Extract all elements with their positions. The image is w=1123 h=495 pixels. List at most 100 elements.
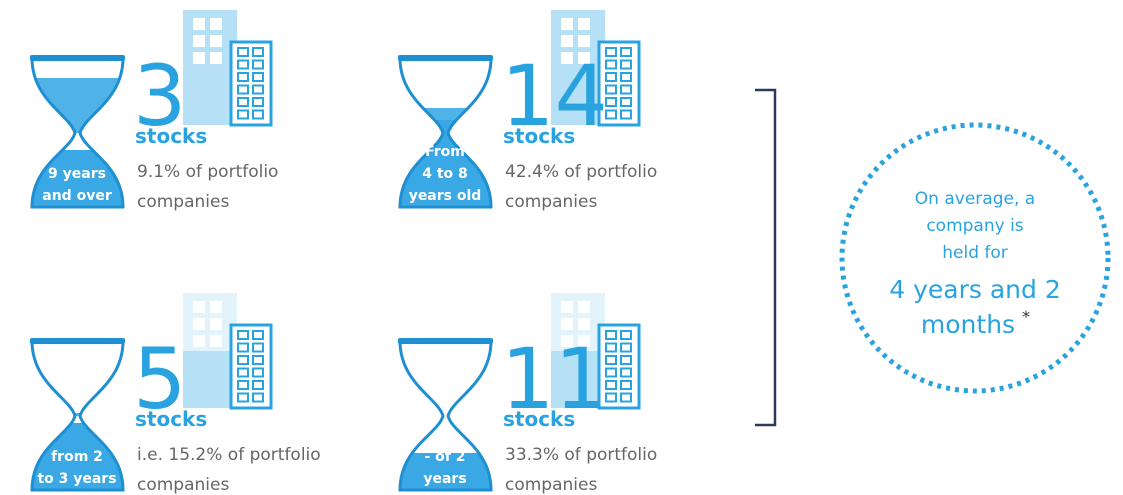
window xyxy=(252,97,264,107)
window xyxy=(210,335,222,347)
duration-label: - of 2 xyxy=(424,449,465,465)
footnote-mark: * xyxy=(1022,307,1030,326)
window xyxy=(620,342,632,353)
window xyxy=(620,47,632,57)
window xyxy=(605,109,617,120)
window xyxy=(620,330,632,340)
hourglass-rim xyxy=(398,55,493,61)
stock-count: 14 xyxy=(501,47,608,145)
share-text: 9.1% of portfolio xyxy=(137,162,278,182)
window xyxy=(561,318,573,330)
window xyxy=(193,301,205,313)
window xyxy=(193,35,205,47)
hourglass-rim xyxy=(30,338,125,344)
window xyxy=(252,392,264,403)
window xyxy=(252,342,264,353)
building-icon xyxy=(551,10,641,127)
duration-label: 9 years xyxy=(48,166,106,182)
window xyxy=(252,380,264,390)
window xyxy=(237,367,249,378)
summary-text: On average, a xyxy=(915,189,1035,209)
window xyxy=(237,59,249,70)
window xyxy=(193,18,205,30)
window xyxy=(620,72,632,82)
window xyxy=(210,301,222,313)
share-text: companies xyxy=(137,192,229,212)
duration-label: 4 to 8 xyxy=(422,166,468,182)
stock-unit: stocks xyxy=(503,407,575,431)
window xyxy=(252,72,264,82)
window xyxy=(605,380,617,390)
summary-text: held for xyxy=(942,243,1008,263)
window xyxy=(605,392,617,403)
window xyxy=(252,59,264,70)
duration-label: years xyxy=(423,471,466,487)
summary-value: 4 years and 2 xyxy=(889,275,1060,304)
building-icon xyxy=(183,10,273,127)
hourglass-outline xyxy=(30,56,125,209)
summary-circle xyxy=(839,122,1111,394)
window xyxy=(252,355,264,365)
share-text: companies xyxy=(505,475,597,495)
window xyxy=(237,72,249,82)
sand-top xyxy=(32,78,123,133)
window xyxy=(252,109,264,120)
window xyxy=(605,84,617,95)
window xyxy=(237,47,249,57)
window xyxy=(561,52,573,64)
window xyxy=(210,18,222,30)
window xyxy=(252,330,264,340)
window xyxy=(605,342,617,353)
window xyxy=(252,47,264,57)
window xyxy=(620,84,632,95)
window xyxy=(578,52,590,64)
window xyxy=(210,318,222,330)
window xyxy=(620,59,632,70)
window xyxy=(578,335,590,347)
bracket xyxy=(755,88,777,427)
window xyxy=(620,367,632,378)
duration-label: From xyxy=(425,144,465,160)
window xyxy=(252,367,264,378)
window xyxy=(237,380,249,390)
share-text: companies xyxy=(505,192,597,212)
window xyxy=(237,97,249,107)
window xyxy=(620,380,632,390)
summary-value: months xyxy=(921,310,1015,339)
share-text: companies xyxy=(137,475,229,495)
duration-label: from 2 xyxy=(51,449,103,465)
window xyxy=(561,35,573,47)
hourglass-outline xyxy=(398,339,493,492)
window xyxy=(605,367,617,378)
stock-count: 11 xyxy=(501,330,608,428)
window xyxy=(605,47,617,57)
sand xyxy=(400,453,491,490)
window xyxy=(620,392,632,403)
window xyxy=(605,330,617,340)
window xyxy=(561,301,573,313)
share-text: 42.4% of portfolio xyxy=(505,162,657,182)
window xyxy=(578,35,590,47)
building-icon xyxy=(551,293,641,410)
hourglass-outline xyxy=(398,56,493,209)
stock-count: 5 xyxy=(133,330,186,428)
window xyxy=(237,330,249,340)
window xyxy=(237,355,249,365)
summary-text: company is xyxy=(926,216,1023,236)
window xyxy=(561,18,573,30)
building-icon xyxy=(183,293,273,410)
hourglass: - of 2 years xyxy=(398,338,493,492)
hourglass-rim xyxy=(398,338,493,344)
window xyxy=(605,59,617,70)
duration-label: and over xyxy=(42,188,112,204)
window xyxy=(620,97,632,107)
hourglass: From 4 to 8 years old xyxy=(398,55,493,209)
share-text: i.e. 15.2% of portfolio xyxy=(137,445,321,465)
stock-unit: stocks xyxy=(135,124,207,148)
window xyxy=(578,18,590,30)
window xyxy=(620,109,632,120)
